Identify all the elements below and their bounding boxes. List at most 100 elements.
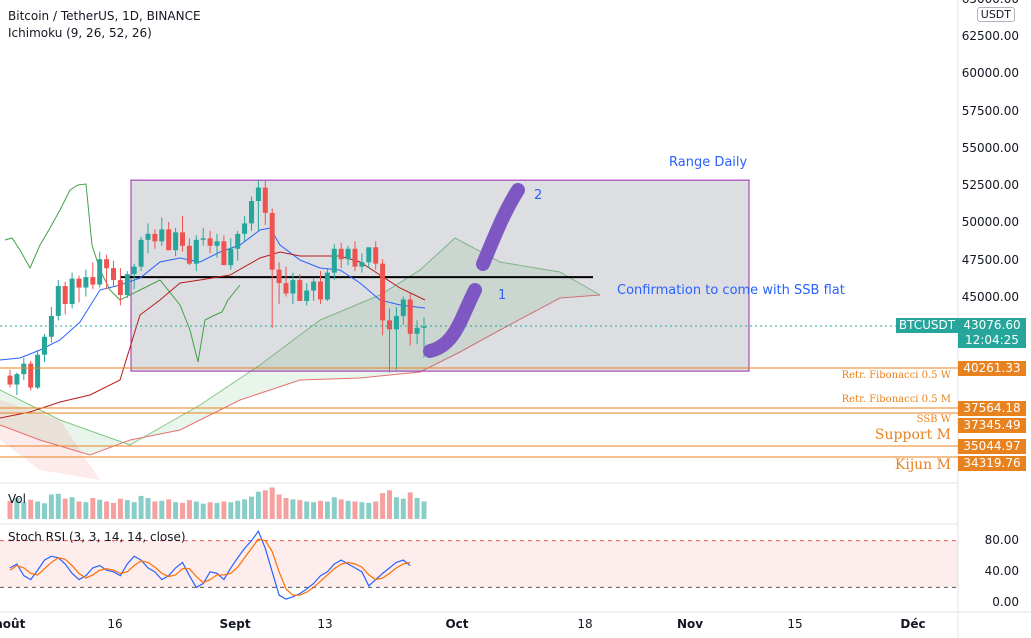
volume-bar [193,501,199,519]
time-tick-label: 13 [317,617,333,631]
volume-bar [311,502,317,519]
candle [297,280,303,301]
volume-bar [338,499,344,519]
projection-arrow-1 [423,283,482,358]
candle [387,320,392,330]
volume-bar [55,493,61,519]
level-label-fib-w: Retr. Fibonacci 0.5 W [841,370,951,381]
tenkan-sen [0,227,426,361]
volume-bar [269,487,275,519]
range-daily-label: Range Daily [669,155,748,170]
volume-bar [373,501,379,519]
candle [97,259,103,285]
volume-bar [276,494,282,519]
candle [42,336,47,355]
volume-bar [221,501,227,519]
volume-bar [186,500,192,519]
price-tick-label: 55000.00 [961,140,1019,155]
candle [207,238,213,246]
volume-bar [117,498,123,519]
volume-bar [359,502,365,519]
volume-bar [345,500,351,519]
candle [414,327,420,334]
ichimoku-cloud [0,238,600,455]
candle [28,363,34,388]
candle [373,247,379,264]
volume-bar [7,500,13,519]
volume-bar [48,494,54,519]
candle [242,223,248,234]
candle [14,374,20,385]
volume-bar [297,500,303,519]
arrow-label-2: 2 [534,188,543,203]
volume-bar [393,497,399,519]
candle [62,286,68,304]
candle [338,248,344,260]
volume-bar [76,501,82,519]
time-tick-label: 18 [577,617,593,631]
price-tag-kijun-m: 34319.76 [958,456,1026,471]
volume-pane-label: Vol [8,492,26,506]
candle [380,263,386,321]
candle [283,283,289,294]
ichimoku-legend[interactable]: Ichimoku (9, 26, 52, 26) [8,26,152,40]
candle [90,277,96,285]
time-tick-label: 16 [107,617,123,631]
candle [352,248,358,267]
level-label-ssb-w: SSB W [916,414,951,425]
price-tag-support-m: 35044.97 [958,439,1026,454]
price-tick-label: 60000.00 [961,66,1019,81]
volume-bar [111,502,116,519]
price-tag-fib-w: 40261.33 [958,361,1026,376]
stoch-k-line [9,530,411,600]
arrow-label-1: 1 [498,288,507,303]
candle [69,278,75,304]
candle [124,274,130,296]
price-tick-label: 47500.00 [961,252,1019,267]
volume-bar [35,501,41,519]
volume-bar [124,500,130,519]
stoch-band [0,540,958,588]
level-label-fib-m: Retr. Fibonacci 0.5 M [841,394,951,405]
candle [104,259,110,269]
countdown-tag: 12:04:25 [958,333,1026,348]
candle [255,187,261,202]
candle [393,315,399,330]
time-tick-label: 15 [787,617,803,631]
volume-bar [138,495,144,519]
stoch-pane-label[interactable]: Stoch RSI (3, 3, 14, 14, close) [8,530,186,544]
volume-bar [180,502,185,519]
candle [131,266,137,275]
confirmation-note: Confirmation to come with SSB flat [617,283,845,298]
candle [55,286,61,316]
price-tick-label: 65000.00 [962,0,1019,6]
candle [159,229,165,242]
candle [193,239,199,264]
price-tag-ssb-w: 37345.49 [958,418,1026,433]
candle [235,233,241,249]
candle [145,233,151,240]
time-tick-label: août [0,617,26,631]
volume-bar [28,499,34,519]
volume-bar [173,502,179,519]
stoch-tick-label: 40.00 [984,563,1019,578]
volume-bar [380,493,386,519]
candle [421,326,427,328]
volume-bar [304,501,310,519]
candle [304,290,310,301]
candle [359,262,365,267]
candle [324,272,330,300]
candle [249,201,254,224]
candle [366,247,372,263]
currency-badge[interactable]: USDT [976,7,1015,22]
volume-bar [69,497,75,519]
volume-bar [414,498,420,519]
price-tick-label: 50000.00 [961,215,1019,230]
volume-bar [21,502,27,519]
volume-bar [255,491,261,519]
candle [262,187,268,213]
candle [311,281,317,291]
chikou-span [4,183,241,363]
volume-bar [14,498,20,519]
